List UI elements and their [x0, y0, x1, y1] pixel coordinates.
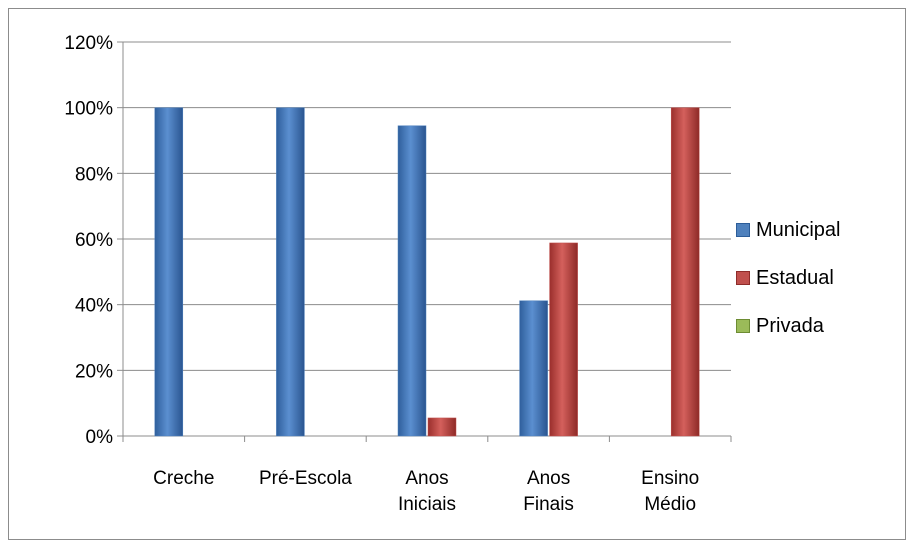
x-tick-label: Ensino	[641, 468, 699, 489]
y-tick-label: 0%	[86, 427, 114, 448]
y-tick-label: 40%	[75, 296, 113, 317]
bar-municipal	[397, 125, 427, 437]
bar-municipal	[519, 300, 548, 437]
bar-municipal	[154, 107, 184, 437]
x-tick-label: Creche	[153, 468, 214, 489]
x-tick-label: Anos	[527, 468, 570, 489]
bar-estadual	[549, 242, 578, 437]
x-tick-label: Pré-Escola	[259, 468, 352, 489]
legend-item-privada: Privada	[736, 314, 840, 338]
legend-swatch-privada	[736, 319, 750, 333]
y-tick-label: 20%	[75, 361, 113, 382]
x-tick-label: Anos	[405, 468, 448, 489]
legend-swatch-municipal	[736, 223, 750, 237]
x-tick-label: Finais	[523, 494, 574, 515]
bar-estadual	[670, 107, 700, 437]
x-tick-label: Iniciais	[398, 494, 456, 515]
bar-estadual	[427, 417, 457, 437]
y-tick-label: 120%	[64, 33, 113, 54]
legend-label-estadual: Estadual	[756, 266, 834, 289]
legend: Municipal Estadual Privada	[736, 218, 840, 362]
legend-item-estadual: Estadual	[736, 266, 840, 290]
y-tick-label: 100%	[64, 99, 113, 120]
y-tick-label: 80%	[75, 164, 113, 185]
legend-swatch-estadual	[736, 271, 750, 285]
bar-municipal	[276, 107, 305, 437]
x-tick-label: Médio	[644, 494, 696, 515]
y-tick-label: 60%	[75, 230, 113, 251]
legend-item-municipal: Municipal	[736, 218, 840, 242]
legend-label-municipal: Municipal	[756, 218, 841, 241]
legend-label-privada: Privada	[756, 314, 824, 337]
